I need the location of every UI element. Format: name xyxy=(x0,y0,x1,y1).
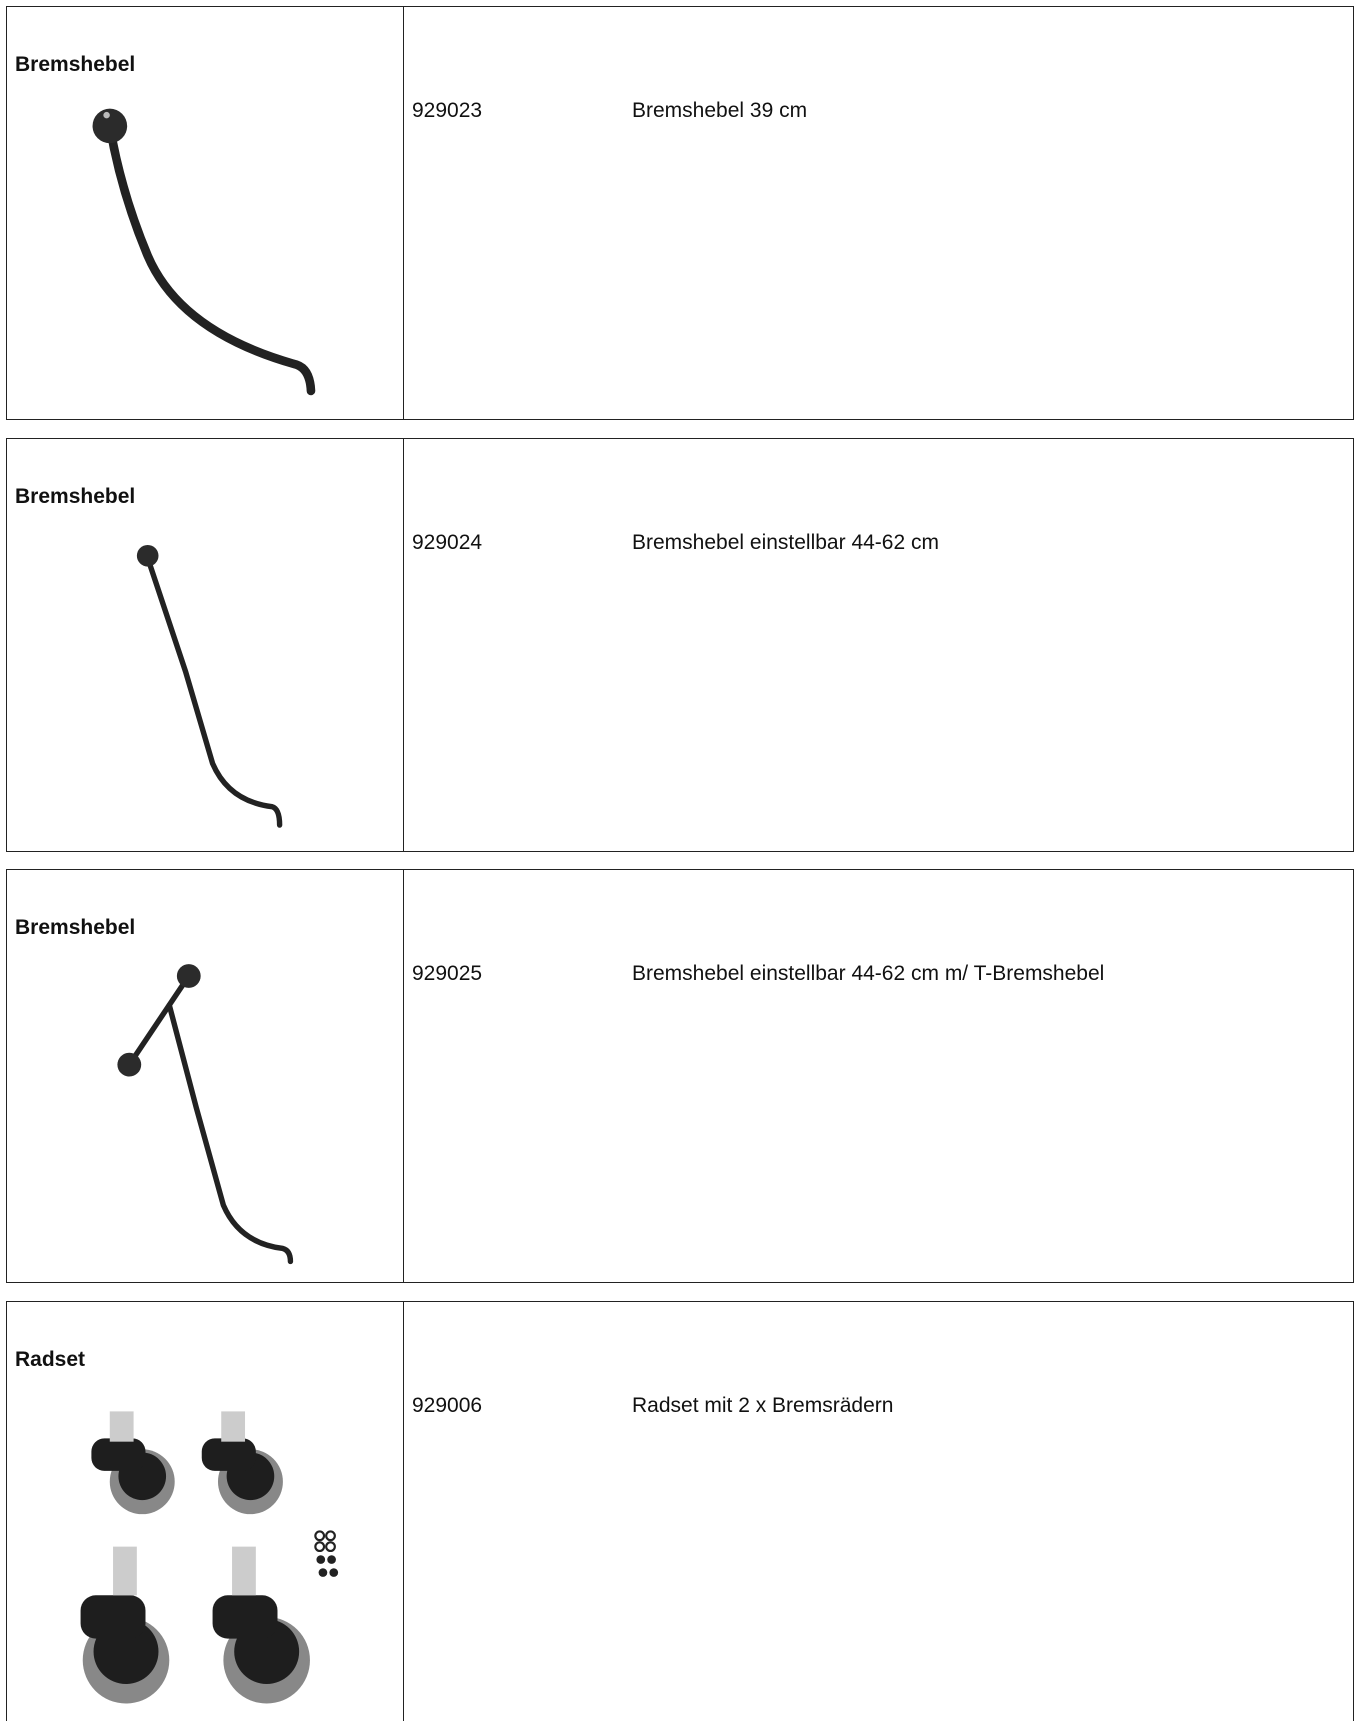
part-description: Bremshebel einstellbar 44-62 cm m/ T-Bre… xyxy=(632,962,1105,985)
part-title: Bremshebel xyxy=(15,485,136,508)
part-image xyxy=(92,108,316,396)
part-row: Bremshebel 929024 Bremshebel einstellbar… xyxy=(6,438,1354,852)
part-title: Bremshebel xyxy=(15,916,136,939)
part-image xyxy=(117,964,294,1265)
part-row: Bremshebel 929025 Bremshebel einstellbar… xyxy=(6,869,1354,1283)
part-cell: Bremshebel xyxy=(7,7,404,419)
part-description: Bremshebel einstellbar 44-62 cm xyxy=(632,531,939,554)
part-number: 929024 xyxy=(412,531,483,554)
part-row: Bremshebel 929023 Bremshebel 39 cm xyxy=(6,6,1354,420)
part-image xyxy=(80,1411,339,1704)
part-row: Radset 929006 Radset mit 2 x Bremsrädern xyxy=(6,1301,1354,1721)
part-number: 929023 xyxy=(412,99,483,122)
part-title: Bremshebel xyxy=(15,53,136,76)
part-number: 929006 xyxy=(412,1394,483,1417)
part-cell: Radset xyxy=(7,1302,404,1721)
part-number: 929025 xyxy=(412,962,483,985)
part-cell: Bremshebel xyxy=(7,870,404,1282)
part-description: Radset mit 2 x Bremsrädern xyxy=(632,1394,894,1417)
part-title: Radset xyxy=(15,1348,86,1371)
part-image xyxy=(136,544,283,828)
part-cell: Bremshebel xyxy=(7,439,404,851)
part-description: Bremshebel 39 cm xyxy=(632,99,808,122)
